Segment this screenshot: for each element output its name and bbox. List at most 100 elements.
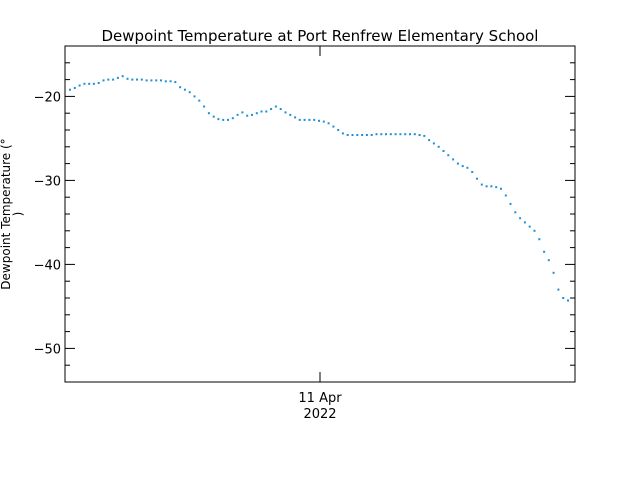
data-point bbox=[255, 112, 258, 115]
data-point bbox=[279, 108, 282, 110]
data-point bbox=[509, 202, 512, 205]
x-tick-label-year: 2022 bbox=[303, 407, 336, 422]
data-point bbox=[112, 78, 115, 81]
data-point bbox=[394, 133, 397, 136]
plot-frame bbox=[64, 45, 576, 383]
data-point bbox=[514, 211, 517, 214]
data-point bbox=[88, 82, 91, 85]
data-point bbox=[313, 118, 316, 121]
data-point bbox=[409, 133, 411, 136]
y-tick-label: −30 bbox=[34, 174, 61, 189]
data-point bbox=[207, 112, 210, 115]
data-point bbox=[533, 229, 536, 232]
data-point bbox=[188, 91, 191, 94]
data-point bbox=[116, 76, 119, 79]
data-point bbox=[107, 78, 110, 81]
y-tick-label: −40 bbox=[34, 258, 61, 273]
data-point bbox=[456, 162, 459, 165]
data-point bbox=[523, 221, 526, 224]
data-point bbox=[241, 111, 244, 114]
data-point bbox=[385, 133, 387, 136]
data-point bbox=[97, 82, 100, 84]
y-tick-label: −50 bbox=[34, 342, 61, 357]
data-point bbox=[284, 111, 287, 114]
data-point bbox=[303, 118, 306, 121]
data-point bbox=[203, 105, 206, 108]
data-point bbox=[370, 134, 373, 136]
data-point bbox=[389, 133, 392, 136]
data-points bbox=[69, 75, 569, 302]
data-point bbox=[471, 171, 474, 173]
data-point bbox=[327, 122, 330, 125]
data-point bbox=[92, 82, 95, 85]
data-point bbox=[562, 297, 565, 299]
data-point bbox=[274, 105, 277, 108]
data-point bbox=[150, 79, 153, 82]
data-point bbox=[380, 133, 383, 136]
data-point bbox=[217, 118, 220, 121]
data-point bbox=[476, 177, 478, 180]
data-point bbox=[322, 120, 325, 123]
data-point bbox=[126, 77, 129, 80]
data-point bbox=[495, 186, 498, 189]
data-point bbox=[375, 133, 378, 136]
data-point bbox=[198, 99, 201, 102]
data-point bbox=[351, 134, 354, 136]
data-point bbox=[418, 134, 421, 136]
data-point bbox=[69, 88, 71, 91]
data-point bbox=[442, 150, 445, 152]
data-point bbox=[543, 250, 546, 253]
chart-title: Dewpoint Temperature at Port Renfrew Ele… bbox=[102, 27, 539, 45]
data-point bbox=[251, 113, 253, 116]
data-point bbox=[289, 113, 292, 116]
data-point bbox=[236, 113, 239, 116]
data-point bbox=[461, 165, 464, 168]
data-point bbox=[447, 154, 450, 157]
data-point bbox=[222, 118, 225, 121]
data-point bbox=[179, 86, 182, 89]
data-point bbox=[552, 271, 555, 274]
data-point bbox=[437, 145, 440, 148]
data-point bbox=[164, 80, 167, 83]
data-point bbox=[260, 110, 263, 113]
y-axis-ticks: −20 −30 −40 −50 bbox=[34, 45, 575, 383]
data-point bbox=[246, 114, 249, 117]
data-point bbox=[547, 259, 550, 262]
x-tick-label-date: 11 Apr bbox=[298, 391, 342, 406]
data-point bbox=[318, 119, 320, 122]
data-point bbox=[155, 79, 158, 82]
data-point bbox=[432, 142, 435, 145]
data-point bbox=[140, 78, 143, 81]
data-point bbox=[183, 88, 186, 91]
data-point bbox=[500, 187, 502, 190]
data-point bbox=[567, 299, 569, 302]
data-point bbox=[136, 78, 138, 81]
y-axis-label-continued: ) bbox=[11, 212, 25, 217]
data-point bbox=[480, 183, 483, 186]
data-point bbox=[102, 79, 105, 82]
data-point bbox=[83, 82, 86, 85]
data-point bbox=[423, 134, 426, 137]
data-point bbox=[298, 118, 301, 121]
data-point bbox=[466, 166, 469, 169]
data-point bbox=[294, 116, 297, 119]
data-point bbox=[131, 78, 134, 81]
data-point bbox=[485, 185, 488, 188]
data-point bbox=[404, 133, 407, 136]
data-point bbox=[231, 117, 234, 120]
data-point bbox=[337, 129, 340, 131]
data-point bbox=[78, 84, 81, 87]
data-point bbox=[160, 79, 162, 82]
data-point bbox=[365, 134, 368, 136]
data-point bbox=[361, 134, 364, 136]
data-point bbox=[121, 75, 124, 78]
data-point bbox=[270, 108, 273, 110]
data-point bbox=[399, 133, 402, 136]
data-point bbox=[557, 288, 560, 291]
data-point bbox=[212, 115, 215, 118]
data-point bbox=[528, 225, 531, 228]
data-point bbox=[452, 158, 455, 161]
data-point bbox=[519, 217, 522, 220]
data-point bbox=[265, 110, 268, 113]
